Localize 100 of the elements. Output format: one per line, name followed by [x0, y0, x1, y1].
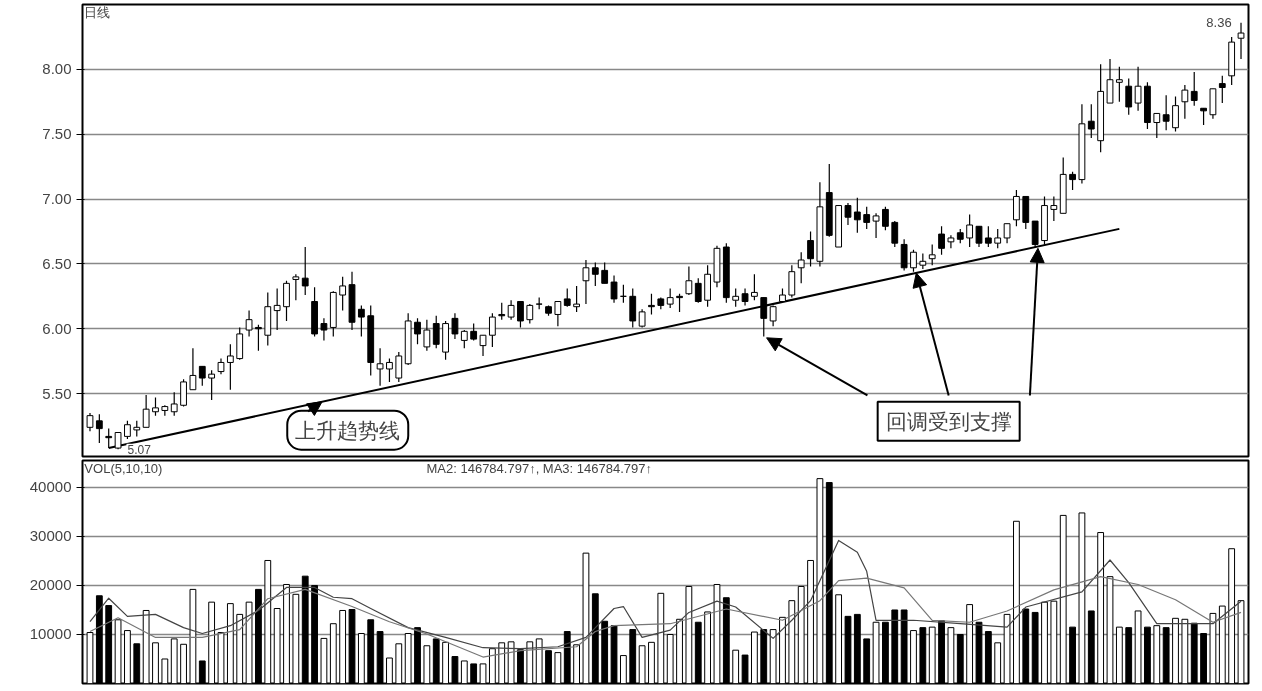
- candlestick: [95, 413, 103, 444]
- candlestick: [1218, 75, 1226, 104]
- line-series: [89, 576, 1242, 658]
- candlestick: [1013, 189, 1020, 227]
- candlestick: [451, 312, 459, 340]
- candlestick: [563, 287, 571, 308]
- candlestick: [900, 238, 908, 271]
- candlestick: [1069, 171, 1076, 191]
- candlestick: [591, 262, 599, 287]
- candlestick: [479, 334, 487, 357]
- candlestick: [488, 312, 496, 348]
- candlestick: [198, 365, 206, 387]
- y-tick-label: 5.50: [42, 384, 72, 402]
- candlestick: [320, 317, 328, 342]
- candlestick: [1050, 195, 1058, 222]
- candlestick: [844, 202, 852, 226]
- candlestick: [582, 259, 590, 305]
- candlestick: [938, 225, 945, 256]
- y-tick-label: 40000: [29, 478, 72, 496]
- candlestick: [1237, 22, 1245, 60]
- y-tick-label: 20000: [29, 576, 72, 594]
- candlestick: [414, 317, 421, 345]
- candlestick: [189, 347, 197, 391]
- candlestick: [751, 273, 758, 301]
- candlestick: [1172, 95, 1179, 133]
- candlestick: [891, 220, 899, 248]
- candlestick: [1162, 94, 1170, 131]
- candlestick: [301, 246, 309, 296]
- candlestick: [507, 299, 515, 321]
- annotation: 5.07: [127, 442, 152, 457]
- candlestick: [423, 319, 431, 352]
- candlestick: [86, 412, 94, 432]
- candlestick: [1125, 77, 1133, 116]
- y-tick-label: 6.00: [42, 319, 72, 337]
- candlestick: [797, 251, 805, 284]
- candlestick: [928, 243, 936, 266]
- candlestick: [1115, 66, 1123, 103]
- candlestick: [292, 273, 300, 301]
- candlestick: [648, 293, 655, 316]
- candlestick: [947, 234, 955, 249]
- annotation: VOL(5,10,10): [84, 460, 163, 476]
- candlestick: [573, 285, 580, 313]
- annotation: 8.36: [1206, 15, 1232, 31]
- annotation: 上升趋势线: [295, 418, 401, 442]
- y-tick-label: 6.50: [42, 254, 72, 272]
- candlestick: [517, 300, 524, 329]
- candlestick: [1153, 112, 1161, 139]
- candlestick: [769, 304, 777, 327]
- y-tick-label: 8.00: [42, 60, 72, 78]
- candlestick: [1087, 103, 1095, 139]
- candlestick: [432, 315, 440, 349]
- candlestick: [994, 228, 1002, 249]
- annotation: 回调受到支撑: [885, 409, 1012, 433]
- candlestick: [226, 343, 234, 391]
- y-tick-label: 7.50: [42, 125, 72, 143]
- candlestick: [732, 287, 740, 308]
- candlestick: [124, 420, 131, 440]
- candlestick: [142, 394, 150, 428]
- candlestick: [283, 280, 290, 322]
- candlestick: [1190, 71, 1198, 107]
- candlestick: [339, 276, 347, 312]
- candlestick: [966, 214, 974, 248]
- candlestick: [152, 396, 159, 417]
- candlestick: [685, 265, 693, 296]
- candlestick: [170, 391, 178, 417]
- candlestick: [245, 309, 253, 338]
- candlestick: [395, 351, 403, 383]
- candlestick: [872, 212, 880, 239]
- candlestick: [1134, 66, 1142, 112]
- y-tick-label: 7.00: [42, 190, 72, 208]
- candlestick: [1106, 58, 1114, 104]
- candlestick: [1181, 84, 1189, 120]
- y-tick-label: 30000: [29, 527, 72, 545]
- candlestick: [666, 287, 674, 309]
- candlestick: [882, 206, 889, 231]
- candlestick: [853, 197, 861, 234]
- annotation: MA2: 146784.797↑, MA3: 146784.797↑: [426, 460, 652, 476]
- candlestick: [208, 369, 216, 401]
- candlestick: [255, 324, 262, 352]
- candlestick: [863, 206, 871, 230]
- candlestick: [760, 297, 768, 338]
- candlestick: [676, 293, 683, 313]
- candlestick: [180, 378, 187, 408]
- candlestick: [807, 230, 814, 268]
- candlestick: [610, 274, 618, 304]
- candlestick: [554, 300, 562, 327]
- candlestick: [273, 287, 281, 331]
- candlestick: [357, 304, 365, 338]
- candlestick: [376, 347, 384, 387]
- candlestick: [386, 357, 393, 383]
- candlestick: [788, 264, 796, 299]
- candlestick: [601, 262, 609, 284]
- candlestick: [526, 303, 534, 325]
- candlestick: [1003, 223, 1011, 244]
- y-tick-label: 10000: [29, 625, 72, 643]
- candlestick: [984, 225, 992, 248]
- candlestick: [694, 277, 702, 304]
- candlestick: [460, 329, 468, 349]
- candlestick: [910, 249, 917, 273]
- chart-title: 日线: [84, 4, 111, 20]
